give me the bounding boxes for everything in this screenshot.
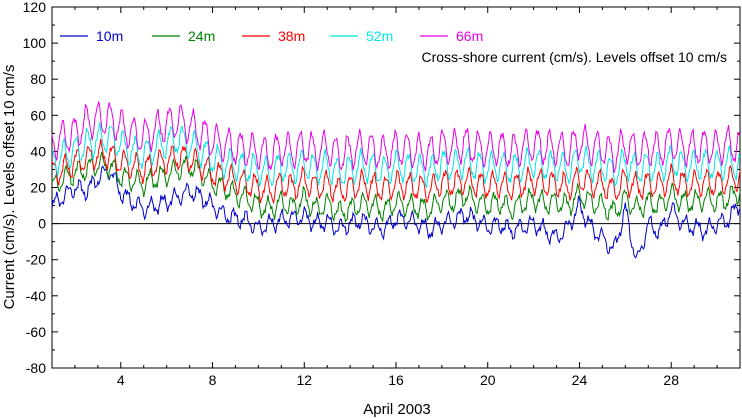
y-tick-label: 0 xyxy=(38,216,46,232)
legend-label-52m: 52m xyxy=(366,28,393,44)
x-tick-label: 28 xyxy=(663,372,679,388)
x-axis-label: April 2003 xyxy=(363,401,431,418)
y-tick-label: -60 xyxy=(26,324,46,340)
x-tick-label: 8 xyxy=(209,372,217,388)
x-tick-label: 24 xyxy=(572,372,588,388)
legend-label-10m: 10m xyxy=(96,28,123,44)
y-tick-label: 120 xyxy=(23,0,47,15)
y-tick-label: -20 xyxy=(26,252,46,268)
y-tick-label: 40 xyxy=(30,143,46,159)
axis-ticks: -80 -60 -40 -20 0 20 40 60 80 100 120 4 8 12 16 20 24 28 xyxy=(23,0,741,388)
series-line-10m xyxy=(51,165,741,259)
annotation-text: Cross-shore current (cm/s). Levels offse… xyxy=(422,49,728,65)
x-tick-label: 16 xyxy=(388,372,404,388)
series-line-66m xyxy=(51,101,741,173)
legend-label-66m: 66m xyxy=(456,28,483,44)
legend: 10m 24m 38m 52m 66m xyxy=(60,28,483,44)
series-line-24m xyxy=(51,151,741,224)
series-line-38m xyxy=(51,138,741,205)
y-axis-label: Current (cm/s). Levels offset 10 cm/s xyxy=(1,65,18,310)
series-lines xyxy=(51,101,741,259)
legend-label-38m: 38m xyxy=(278,28,305,44)
legend-label-24m: 24m xyxy=(188,28,215,44)
y-tick-label: -80 xyxy=(26,360,46,376)
y-tick-label: 60 xyxy=(30,107,46,123)
y-tick-label: 20 xyxy=(30,180,46,196)
x-tick-label: 12 xyxy=(296,372,312,388)
y-tick-label: 80 xyxy=(30,71,46,87)
x-tick-label: 4 xyxy=(117,372,125,388)
y-tick-label: 100 xyxy=(23,35,47,51)
series-line-52m xyxy=(51,122,741,189)
x-tick-label: 20 xyxy=(480,372,496,388)
y-tick-label: -40 xyxy=(26,288,46,304)
